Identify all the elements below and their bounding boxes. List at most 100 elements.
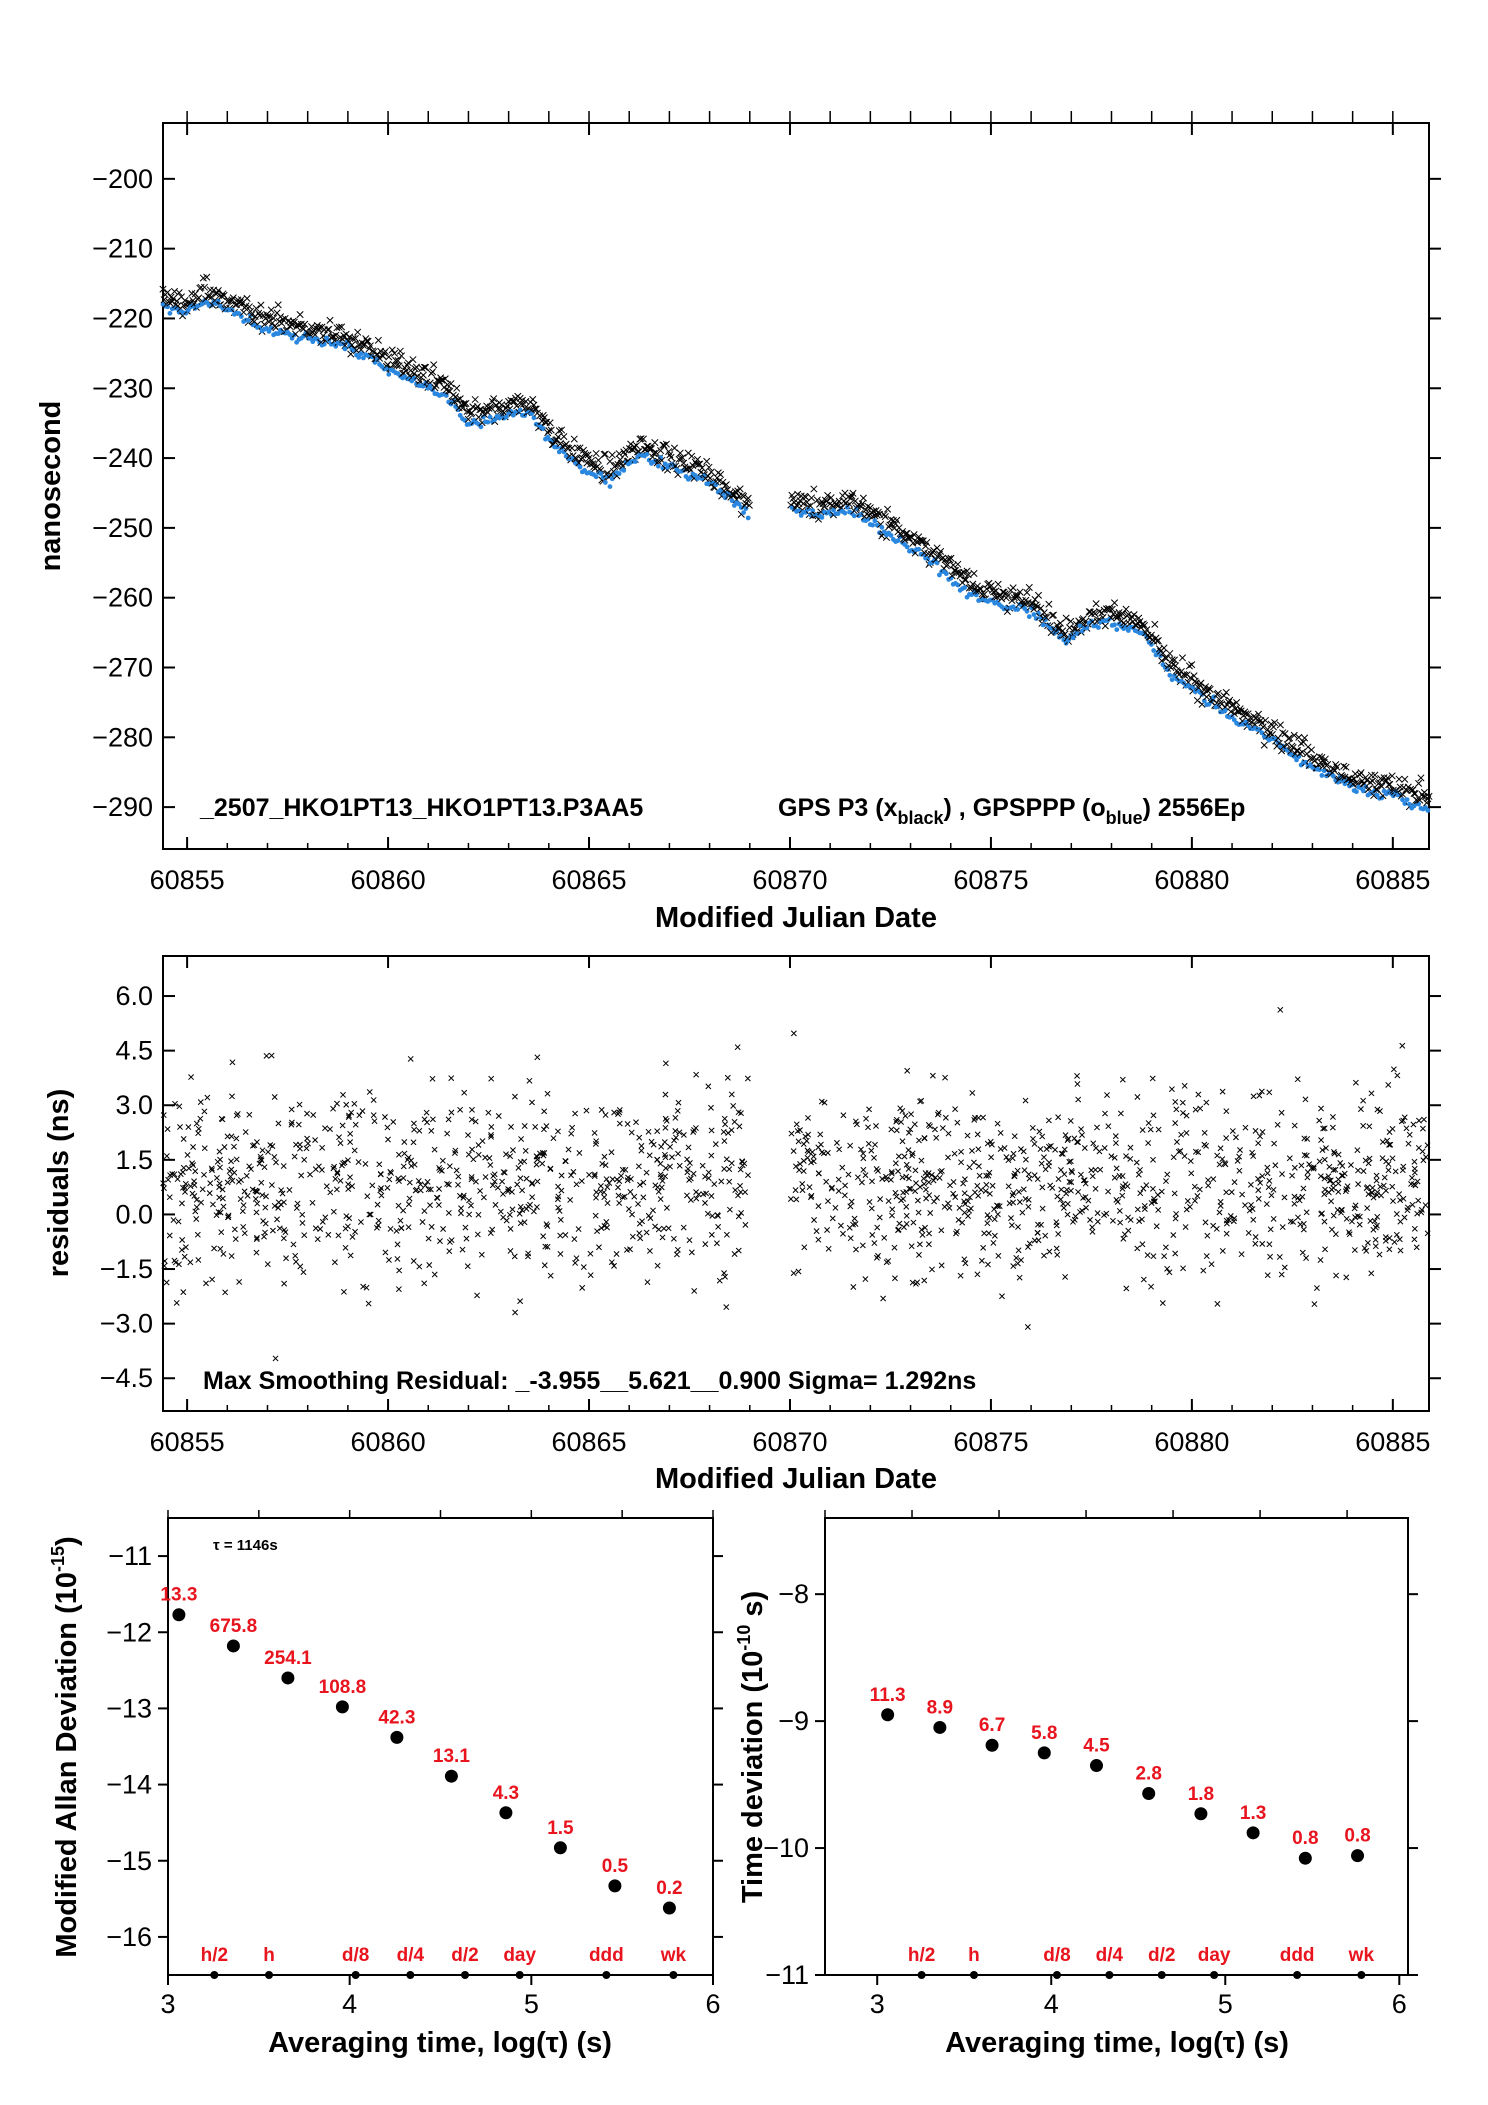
residual-x-point: [423, 1109, 430, 1116]
residual-x-point: [1210, 1176, 1217, 1183]
residual-x-point: [570, 1168, 577, 1175]
blue-dot-point: [517, 407, 523, 413]
residual-x-point: [345, 1186, 352, 1192]
residual-x-point: [1304, 1135, 1311, 1142]
blue-dot-point: [727, 492, 733, 498]
residual-x-point: [705, 1083, 712, 1090]
residual-x-point: [327, 1126, 333, 1133]
residual-x-point: [917, 1184, 924, 1190]
residual-x-point: [367, 1211, 374, 1218]
residual-x-point: [591, 1173, 598, 1180]
xlabel-mdev: Averaging time, log(τ) (s): [268, 2027, 612, 2059]
residual-x-point: [721, 1138, 728, 1144]
residual-x-point: [1422, 1202, 1429, 1209]
blue-dot-point: [858, 512, 864, 517]
residual-x-point: [1266, 1241, 1273, 1248]
residual-x-point: [700, 1191, 707, 1198]
black-x-point: [358, 339, 366, 347]
residual-x-point: [1259, 1128, 1266, 1135]
black-x-point: [1259, 723, 1267, 731]
residual-x-point: [448, 1109, 455, 1116]
residual-x-point: [1247, 1181, 1254, 1188]
residual-x-point: [735, 1247, 742, 1254]
y-tick-label: −13: [106, 1693, 152, 1723]
residual-x-point: [1079, 1132, 1085, 1138]
residual-x-point: [271, 1202, 278, 1209]
residual-x-point: [598, 1106, 605, 1113]
residual-x-point: [1231, 1215, 1238, 1222]
residual-x-point: [1166, 1269, 1173, 1276]
black-x-point: [847, 494, 855, 502]
residual-x-point: [829, 1215, 836, 1222]
residual-x-point: [1117, 1219, 1124, 1226]
residual-x-point: [953, 1230, 959, 1237]
residual-x-point: [305, 1140, 311, 1147]
residual-x-point: [1289, 1172, 1296, 1179]
residual-x-point: [869, 1231, 876, 1238]
residual-x-point: [1135, 1171, 1142, 1178]
timescale-marker-label: d/4: [397, 1945, 425, 1966]
residual-x-point: [228, 1133, 235, 1140]
residual-x-point: [357, 1219, 364, 1226]
residual-x-point: [1330, 1167, 1337, 1174]
residual-x-point: [1119, 1076, 1126, 1083]
black-x-point: [248, 310, 256, 319]
blue-dot-point: [593, 474, 599, 480]
black-x-point: [206, 286, 214, 294]
blue-dot-point: [167, 310, 173, 316]
residual-x-point: [1401, 1214, 1408, 1221]
black-x-point: [1340, 762, 1348, 770]
blue-dot-point: [347, 343, 353, 349]
deviation-point: [608, 1879, 622, 1893]
residual-x-point: [395, 1202, 402, 1209]
residual-x-point: [1104, 1092, 1110, 1099]
black-x-point: [731, 488, 740, 496]
residual-x-point: [281, 1227, 288, 1233]
timescale-marker-label: d/8: [1043, 1945, 1070, 1966]
black-x-point: [810, 485, 818, 493]
black-x-point: [1388, 772, 1396, 780]
residual-x-point: [669, 1154, 675, 1161]
residual-x-point: [1255, 1195, 1262, 1202]
residual-x-point: [1318, 1105, 1324, 1112]
residual-x-point: [650, 1141, 657, 1148]
y-tick-label: −15: [106, 1846, 152, 1876]
residual-x-point: [278, 1187, 285, 1194]
residual-x-point: [1317, 1257, 1324, 1263]
residual-x-point: [902, 1112, 909, 1119]
residual-x-point: [199, 1186, 206, 1193]
residual-x-point: [1300, 1220, 1307, 1227]
residual-x-point: [966, 1164, 973, 1171]
residual-x-point: [1343, 1274, 1350, 1281]
blue-dot-point: [879, 524, 885, 530]
residual-x-point: [1163, 1178, 1169, 1185]
black-x-point: [1351, 770, 1359, 778]
residual-x-point: [950, 1190, 957, 1197]
residual-x-point: [325, 1231, 332, 1238]
residual-x-point: [1236, 1153, 1243, 1160]
residual-x-point: [657, 1171, 664, 1178]
residual-x-point: [821, 1099, 828, 1106]
blue-dot-point: [916, 546, 922, 552]
residual-x-point: [988, 1154, 995, 1161]
blue-dot-point: [1259, 730, 1265, 736]
residual-x-point: [1245, 1229, 1252, 1236]
timescale-marker: [461, 1971, 470, 1979]
residual-x-point: [1329, 1114, 1336, 1120]
residual-x-point: [1333, 1272, 1340, 1279]
residual-x-point: [192, 1208, 199, 1215]
residual-x-point: [790, 1270, 797, 1277]
residual-x-point: [1010, 1150, 1017, 1157]
residual-x-point: [161, 1185, 167, 1192]
residual-x-point: [490, 1172, 497, 1179]
residual-x-point: [1339, 1162, 1346, 1169]
blue-dot-point: [872, 518, 878, 524]
timescale-marker-label: d/2: [451, 1945, 478, 1966]
residual-x-point: [918, 1226, 925, 1233]
residual-x-point: [805, 1114, 811, 1121]
blue-dot-point: [1167, 672, 1173, 678]
residual-x-point: [293, 1205, 300, 1212]
ylabel-tdev: Time deviation (10-10 s): [734, 1591, 769, 1903]
y-tick-label: −230: [92, 373, 153, 403]
black-x-point: [270, 314, 278, 322]
